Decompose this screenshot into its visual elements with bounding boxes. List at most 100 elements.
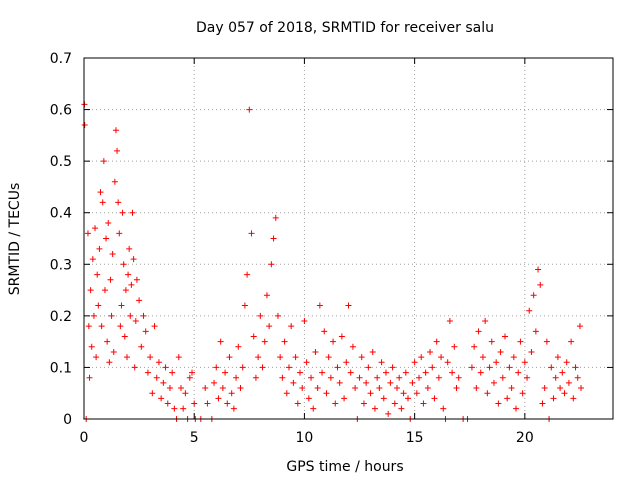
data-point — [382, 369, 389, 376]
data-point — [257, 312, 264, 319]
data-point — [97, 189, 104, 196]
data-point — [117, 323, 124, 330]
data-point — [104, 338, 111, 345]
data-point — [497, 348, 504, 355]
data-point — [398, 405, 405, 412]
data-point — [352, 385, 359, 392]
data-point — [128, 281, 135, 288]
data-point — [559, 369, 566, 376]
data-point — [105, 220, 112, 227]
data-point — [422, 369, 429, 376]
data-point — [189, 369, 196, 376]
y-tick-label: 0 — [63, 412, 72, 428]
data-point — [524, 374, 531, 381]
data-point — [151, 323, 158, 330]
data-point — [90, 312, 97, 319]
data-point — [501, 333, 508, 340]
data-point — [332, 400, 339, 407]
data-point — [479, 354, 486, 361]
data-point — [568, 338, 575, 345]
data-point — [136, 297, 143, 304]
data-point — [266, 323, 273, 330]
data-point — [123, 354, 130, 361]
y-axis-label: SRMTID / TECUs — [7, 183, 23, 296]
data-point — [400, 390, 407, 397]
data-point — [515, 369, 522, 376]
data-point — [241, 302, 248, 309]
data-point — [330, 338, 337, 345]
data-point — [281, 338, 288, 345]
data-point — [495, 400, 502, 407]
data-point — [517, 338, 524, 345]
data-point — [378, 359, 385, 366]
data-point — [376, 385, 383, 392]
data-point — [363, 379, 370, 386]
data-point — [112, 127, 119, 134]
data-point — [138, 343, 145, 350]
data-point — [526, 307, 533, 314]
grid — [84, 58, 613, 419]
data-point — [130, 256, 137, 263]
y-tick-label: 0.7 — [50, 51, 72, 67]
data-point — [290, 379, 297, 386]
data-point — [111, 178, 118, 185]
plot-frame — [83, 57, 614, 420]
data-point — [446, 318, 453, 325]
data-point — [99, 199, 106, 206]
data-point — [131, 364, 138, 371]
data-point — [142, 328, 149, 335]
data-point — [409, 379, 416, 386]
data-point — [303, 359, 310, 366]
data-point — [358, 354, 365, 361]
data-point — [237, 385, 244, 392]
data-point — [510, 354, 517, 361]
y-tick-labels: 0 0.1 0.2 0.3 0.4 0.5 0.6 0.7 — [50, 51, 72, 428]
data-point — [147, 354, 154, 361]
data-point — [482, 318, 489, 325]
data-point — [561, 390, 568, 397]
data-point — [365, 364, 372, 371]
data-point — [319, 369, 326, 376]
data-point — [418, 354, 425, 361]
y-tick-label: 0.6 — [50, 103, 72, 119]
data-point — [182, 390, 189, 397]
data-point — [532, 328, 539, 335]
data-point — [255, 354, 262, 361]
data-point — [96, 245, 103, 252]
data-point — [455, 374, 462, 381]
y-tick-label: 0.4 — [50, 206, 72, 222]
data-point — [543, 338, 550, 345]
data-point — [160, 379, 167, 386]
data-point — [486, 364, 493, 371]
data-point — [244, 271, 251, 278]
data-point — [508, 385, 515, 392]
data-point — [94, 271, 101, 278]
data-point — [552, 374, 559, 381]
data-point — [81, 122, 88, 129]
data-point — [175, 354, 182, 361]
data-point — [310, 405, 317, 412]
data-point — [444, 359, 451, 366]
data-point — [226, 354, 233, 361]
data-point — [110, 348, 117, 355]
data-point — [288, 323, 295, 330]
data-point — [215, 395, 222, 402]
data-point — [202, 385, 209, 392]
data-point — [548, 364, 555, 371]
data-point — [125, 271, 132, 278]
data-point — [129, 209, 136, 216]
data-point — [488, 338, 495, 345]
data-point — [334, 364, 341, 371]
data-point — [440, 405, 447, 412]
data-point — [169, 369, 176, 376]
data-point — [171, 405, 178, 412]
data-point — [405, 395, 412, 402]
x-tick-label: 0 — [80, 430, 89, 446]
data-point — [305, 395, 312, 402]
data-point — [427, 348, 434, 355]
data-point — [84, 230, 91, 237]
data-point — [95, 302, 102, 309]
x-tick-label: 15 — [406, 430, 424, 446]
data-point — [246, 106, 253, 113]
data-point — [230, 405, 237, 412]
